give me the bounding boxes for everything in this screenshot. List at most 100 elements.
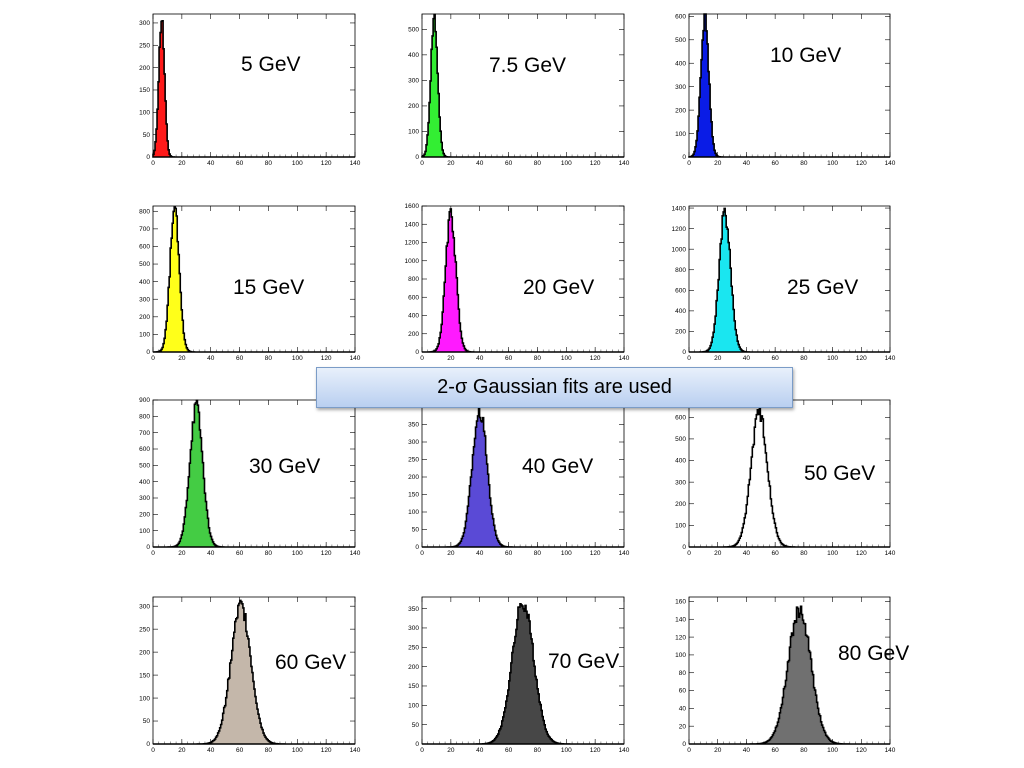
y-tick-label: 50 [143,718,151,725]
x-tick-label: 80 [534,355,542,362]
y-tick-label: 1600 [405,203,420,210]
y-tick-label: 0 [682,741,686,748]
energy-label: 20 GeV [523,276,594,299]
y-tick-label: 0 [415,349,419,356]
y-tick-label: 600 [408,294,419,301]
y-tick-label: 100 [675,131,686,138]
y-tick-label: 600 [675,414,686,421]
histogram-series [421,13,624,158]
x-tick-label: 60 [236,747,244,754]
y-tick-label: 100 [139,528,150,535]
y-tick-label: 50 [143,132,151,139]
x-tick-label: 40 [476,550,484,557]
x-tick-label: 0 [420,550,424,557]
y-tick-label: 0 [146,741,150,748]
plot-frame [152,205,356,353]
y-tick-label: 200 [408,331,419,338]
y-tick-label: 300 [675,84,686,91]
x-tick-label: 20 [714,160,722,167]
x-tick-label: 100 [827,550,838,557]
y-tick-label: 200 [675,107,686,114]
x-tick-label: 0 [420,355,424,362]
x-tick-label: 100 [561,160,572,167]
y-tick-label: 0 [146,544,150,551]
x-tick-label: 100 [292,747,303,754]
x-tick-label: 140 [885,160,896,167]
x-tick-label: 40 [207,355,215,362]
x-tick-label: 0 [687,747,691,754]
y-tick-label: 0 [415,544,419,551]
y-tick-label: 100 [139,110,150,117]
y-tick-label: 0 [682,349,686,356]
x-tick-label: 40 [743,355,751,362]
energy-label: 10 GeV [770,44,841,67]
energy-label: 70 GeV [548,650,619,673]
y-tick-label: 40 [679,706,687,713]
histogram-panel: 0 20 40 60 80 100 120 140 0 50 100 150 200 250 300 5 Ge… [139,13,361,167]
y-tick-label: 100 [408,129,419,136]
y-tick-label: 700 [139,226,150,233]
x-tick-label: 140 [619,747,630,754]
y-tick-label: 150 [408,492,419,499]
y-tick-label: 400 [139,479,150,486]
y-tick-label: 800 [675,267,686,274]
energy-label: 25 GeV [787,276,858,299]
histogram-series [153,206,355,353]
x-tick-label: 120 [856,550,867,557]
x-tick-label: 40 [207,747,215,754]
y-tick-label: 140 [675,616,686,623]
y-tick-label: 400 [408,52,419,59]
x-tick-label: 40 [476,355,484,362]
x-tick-label: 140 [350,355,361,362]
y-tick-label: 900 [139,397,150,404]
histogram-panel: 0 20 40 60 80 100 120 140 0 50 100 150 200 250 300 350 7… [408,596,630,754]
x-tick-label: 0 [151,747,155,754]
x-tick-label: 40 [476,160,484,167]
histogram-series [153,399,355,548]
x-tick-label: 80 [265,747,273,754]
y-tick-label: 250 [408,457,419,464]
x-tick-label: 60 [505,160,513,167]
x-tick-label: 80 [534,747,542,754]
x-tick-label: 60 [772,550,780,557]
y-tick-label: 150 [139,672,150,679]
y-tick-label: 200 [139,65,150,72]
x-tick-label: 20 [447,160,455,167]
plot-frame [688,13,891,158]
y-tick-label: 600 [675,288,686,295]
x-tick-label: 80 [534,160,542,167]
x-tick-label: 80 [800,747,808,754]
x-tick-label: 0 [420,747,424,754]
y-tick-label: 150 [408,683,419,690]
y-tick-label: 350 [408,606,419,613]
x-tick-label: 120 [590,160,601,167]
x-tick-label: 60 [505,747,513,754]
y-tick-label: 400 [675,60,686,67]
x-tick-label: 80 [800,160,808,167]
y-tick-label: 200 [139,649,150,656]
y-tick-label: 200 [139,314,150,321]
x-tick-label: 60 [236,550,244,557]
x-tick-label: 140 [350,550,361,557]
x-tick-label: 60 [772,160,780,167]
y-tick-label: 350 [408,422,419,429]
x-tick-label: 60 [236,355,244,362]
x-tick-label: 20 [178,160,186,167]
histogram-panel: 0 20 40 60 80 100 120 140 0 50 100 150 200 250 300 350 4… [408,399,630,557]
x-tick-label: 120 [321,550,332,557]
x-tick-label: 120 [590,747,601,754]
x-tick-label: 60 [505,355,513,362]
x-tick-label: 80 [534,550,542,557]
y-tick-label: 500 [139,463,150,470]
x-tick-label: 100 [561,355,572,362]
x-tick-label: 40 [743,747,751,754]
x-tick-label: 40 [743,160,751,167]
y-tick-label: 1400 [405,221,420,228]
y-tick-label: 1000 [405,258,420,265]
y-tick-label: 0 [415,741,419,748]
x-tick-label: 100 [561,747,572,754]
y-tick-label: 60 [679,688,687,695]
x-tick-label: 120 [856,160,867,167]
histogram-series [152,20,355,158]
